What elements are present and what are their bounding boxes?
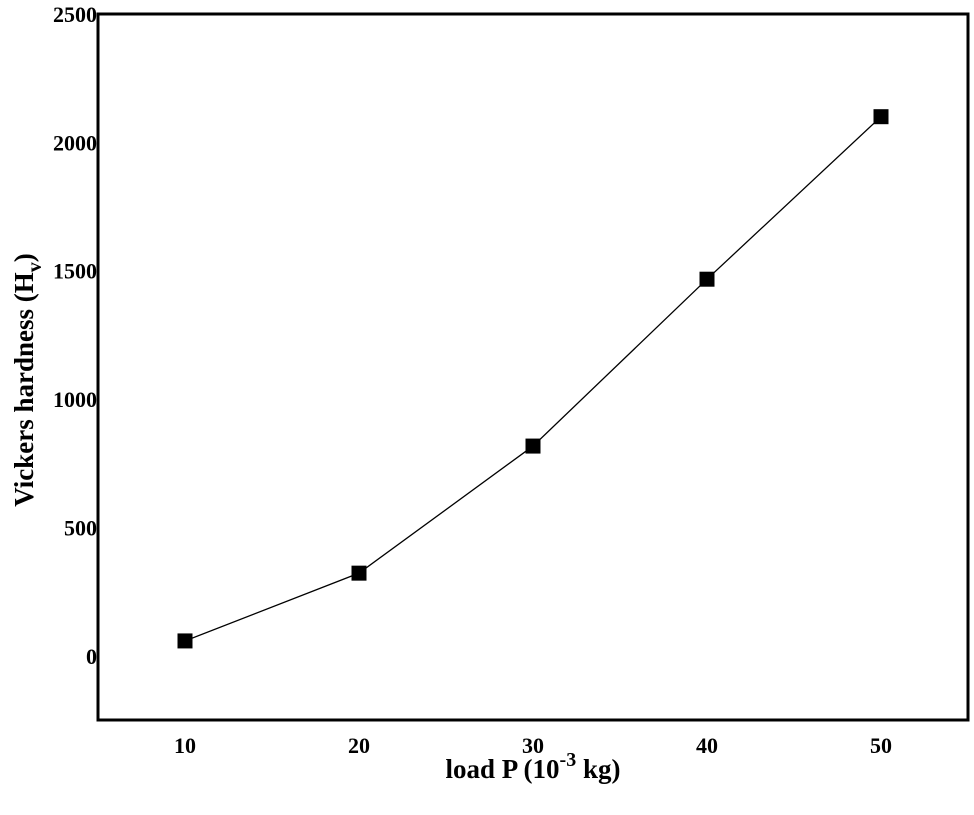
y-axis-ticks: 0 500 1000 1500 2000 2500 — [53, 2, 97, 669]
y-tick-label: 500 — [64, 515, 97, 540]
x-tick-label: 10 — [174, 733, 196, 758]
y-tick-label: 1000 — [53, 387, 97, 412]
data-point-square-marker — [873, 109, 889, 125]
y-tick-label: 2000 — [53, 130, 97, 155]
data-point-square-marker — [351, 565, 367, 581]
data-point-square-marker — [699, 271, 715, 287]
x-tick-label: 40 — [696, 733, 718, 758]
series-markers — [177, 109, 889, 649]
x-tick-label: 30 — [522, 733, 544, 758]
x-axis-ticks: 10 20 30 40 50 — [174, 733, 892, 758]
x-axis-title: load P (10-3 kg) — [446, 749, 621, 784]
y-tick-label: 2500 — [53, 2, 97, 27]
x-tick-label: 20 — [348, 733, 370, 758]
series-line — [184, 116, 882, 642]
data-point-square-marker — [525, 438, 541, 454]
plot-frame — [96, 12, 970, 722]
x-tick-label: 50 — [870, 733, 892, 758]
y-tick-label: 1500 — [53, 259, 97, 284]
y-axis-title: Vickers hardness (Hv) — [9, 253, 46, 507]
y-tick-label: 0 — [86, 644, 97, 669]
data-point-square-marker — [177, 633, 193, 649]
